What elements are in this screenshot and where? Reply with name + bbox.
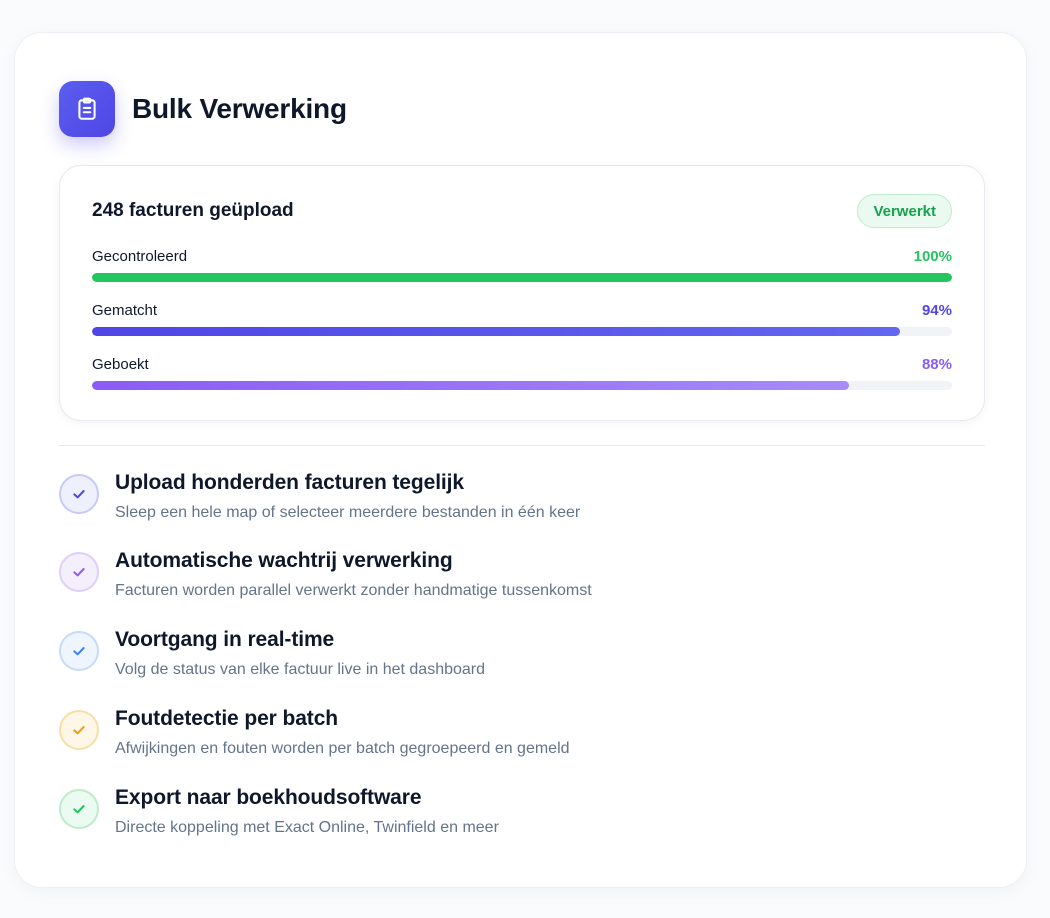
- feature-description: Directe koppeling met Exact Online, Twin…: [115, 819, 499, 836]
- feature-item: Foutdetectie per batch Afwijkingen en fo…: [59, 707, 985, 767]
- feature-title: Automatische wachtrij verwerking: [115, 549, 453, 572]
- feature-item: Automatische wachtrij verwerking Facture…: [59, 549, 985, 609]
- progress-row-booked: Geboekt 88%: [92, 356, 952, 390]
- progress-track: [92, 381, 952, 390]
- progress-percent: 94%: [921, 302, 952, 319]
- feature-description: Facturen worden parallel verwerkt zonder…: [115, 582, 592, 599]
- progress-percent: 88%: [921, 356, 952, 373]
- check-icon: [59, 552, 99, 592]
- page-title: Bulk Verwerking: [132, 93, 347, 124]
- feature-description: Volg de status van elke factuur live in …: [115, 661, 486, 678]
- check-icon: [59, 789, 99, 829]
- progress-fill: [92, 273, 952, 282]
- progress-label: Gematcht: [92, 302, 158, 319]
- check-icon: [59, 474, 99, 514]
- check-icon: [59, 710, 99, 750]
- upload-status-panel: 248 facturen geüpload Verwerkt Gecontrol…: [59, 165, 985, 421]
- feature-item: Voortgang in real-time Volg de status va…: [59, 628, 985, 688]
- feature-item: Export naar boekhoudsoftware Directe kop…: [59, 786, 985, 846]
- feature-item: Upload honderden facturen tegelijk Sleep…: [59, 471, 985, 531]
- feature-title: Export naar boekhoudsoftware: [115, 786, 422, 809]
- feature-description: Sleep een hele map of selecteer meerdere…: [115, 504, 581, 521]
- progress-track: [92, 327, 952, 336]
- status-badge: Verwerkt: [857, 194, 952, 228]
- progress-row-checked: Gecontroleerd 100%: [92, 248, 952, 282]
- feature-title: Upload honderden facturen tegelijk: [115, 471, 464, 494]
- progress-percent: 100%: [913, 248, 952, 265]
- progress-row-matched: Gematcht 94%: [92, 302, 952, 336]
- progress-track: [92, 273, 952, 282]
- progress-label: Gecontroleerd: [92, 248, 188, 265]
- check-icon: [59, 631, 99, 671]
- bulk-processing-card: Bulk Verwerking 248 facturen geüpload Ve…: [14, 32, 1027, 888]
- feature-title: Voortgang in real-time: [115, 628, 335, 651]
- upload-count-title: 248 facturen geüpload: [92, 200, 294, 221]
- progress-fill: [92, 327, 901, 336]
- feature-title: Foutdetectie per batch: [115, 707, 338, 730]
- progress-fill: [92, 381, 849, 390]
- divider: [59, 445, 985, 446]
- clipboard-icon: [59, 81, 115, 137]
- feature-description: Afwijkingen en fouten worden per batch g…: [115, 740, 570, 757]
- progress-label: Geboekt: [92, 356, 149, 373]
- card-header: Bulk Verwerking: [59, 81, 347, 137]
